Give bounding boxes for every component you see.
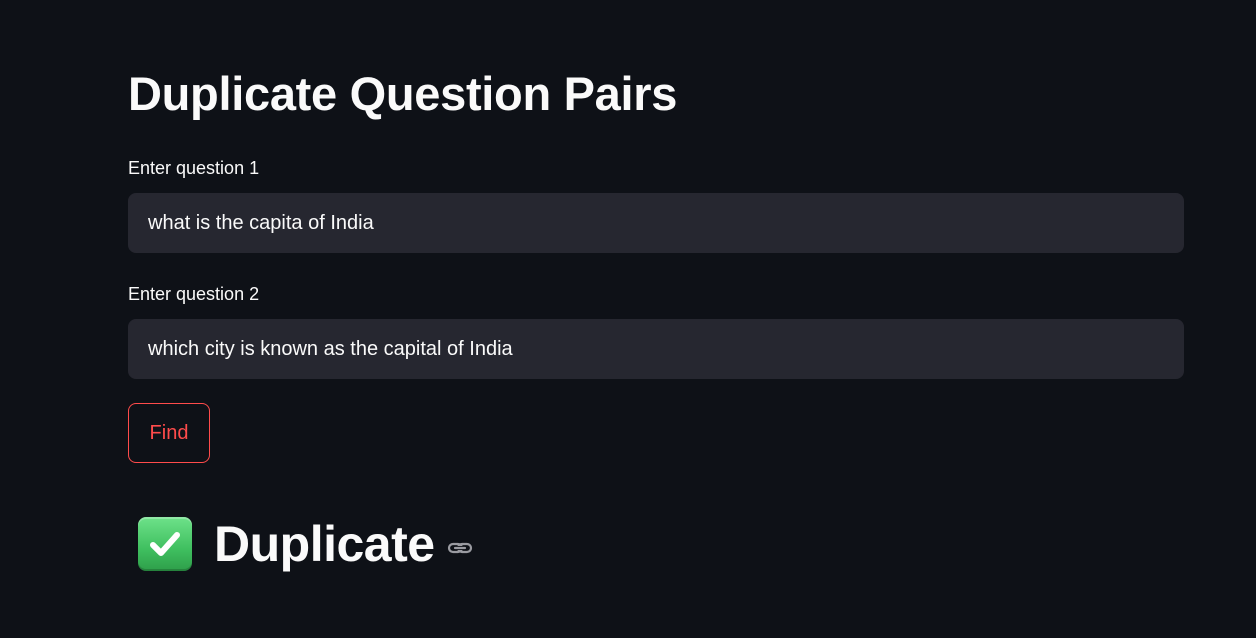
question-1-input[interactable] bbox=[128, 193, 1184, 253]
page-title: Duplicate Question Pairs bbox=[128, 67, 678, 120]
result-text: Duplicate bbox=[214, 516, 435, 572]
question-2-label: Enter question 2 bbox=[128, 284, 260, 304]
question-1-label: Enter question 1 bbox=[128, 158, 260, 178]
result-heading: Duplicate bbox=[138, 512, 473, 576]
question-2-input[interactable] bbox=[128, 319, 1184, 379]
check-mark-button-icon bbox=[138, 517, 192, 571]
find-button[interactable]: Find bbox=[128, 403, 210, 463]
link-icon[interactable] bbox=[447, 535, 473, 561]
